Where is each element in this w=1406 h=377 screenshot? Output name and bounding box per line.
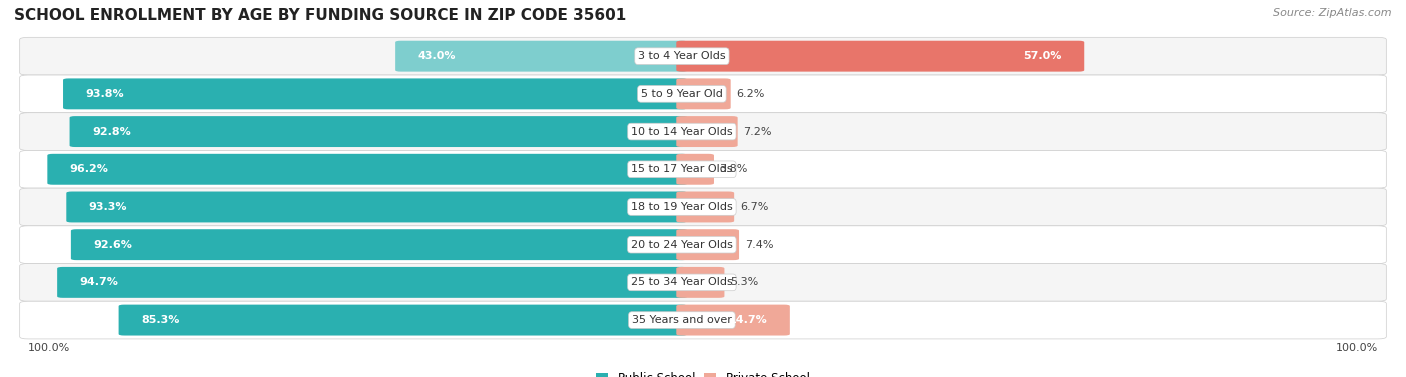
Text: 18 to 19 Year Olds: 18 to 19 Year Olds xyxy=(631,202,733,212)
Text: 57.0%: 57.0% xyxy=(1024,51,1062,61)
FancyBboxPatch shape xyxy=(69,116,688,147)
Text: 6.7%: 6.7% xyxy=(740,202,768,212)
FancyBboxPatch shape xyxy=(20,75,1386,113)
FancyBboxPatch shape xyxy=(20,150,1386,188)
Text: 92.8%: 92.8% xyxy=(91,127,131,136)
FancyBboxPatch shape xyxy=(676,116,738,147)
Text: 100.0%: 100.0% xyxy=(1336,343,1378,353)
Text: 43.0%: 43.0% xyxy=(418,51,456,61)
Text: 14.7%: 14.7% xyxy=(728,315,768,325)
Text: Source: ZipAtlas.com: Source: ZipAtlas.com xyxy=(1274,8,1392,18)
FancyBboxPatch shape xyxy=(20,37,1386,75)
Text: 92.6%: 92.6% xyxy=(93,240,132,250)
FancyBboxPatch shape xyxy=(20,226,1386,264)
Text: 5.3%: 5.3% xyxy=(730,277,758,287)
Text: 96.2%: 96.2% xyxy=(70,164,108,174)
Text: 93.8%: 93.8% xyxy=(86,89,124,99)
FancyBboxPatch shape xyxy=(20,264,1386,301)
Text: 25 to 34 Year Olds: 25 to 34 Year Olds xyxy=(631,277,733,287)
Text: 6.2%: 6.2% xyxy=(737,89,765,99)
FancyBboxPatch shape xyxy=(676,154,714,185)
Text: 7.2%: 7.2% xyxy=(744,127,772,136)
FancyBboxPatch shape xyxy=(676,305,790,336)
Text: 93.3%: 93.3% xyxy=(89,202,128,212)
FancyBboxPatch shape xyxy=(118,305,688,336)
Text: 5 to 9 Year Old: 5 to 9 Year Old xyxy=(641,89,723,99)
FancyBboxPatch shape xyxy=(676,267,724,298)
Text: 94.7%: 94.7% xyxy=(80,277,118,287)
FancyBboxPatch shape xyxy=(676,41,1084,72)
FancyBboxPatch shape xyxy=(676,192,734,222)
FancyBboxPatch shape xyxy=(48,154,688,185)
FancyBboxPatch shape xyxy=(66,192,688,222)
Text: 85.3%: 85.3% xyxy=(141,315,180,325)
Text: 15 to 17 Year Olds: 15 to 17 Year Olds xyxy=(631,164,733,174)
Text: 35 Years and over: 35 Years and over xyxy=(631,315,733,325)
Text: 100.0%: 100.0% xyxy=(28,343,70,353)
FancyBboxPatch shape xyxy=(58,267,688,298)
Text: 20 to 24 Year Olds: 20 to 24 Year Olds xyxy=(631,240,733,250)
FancyBboxPatch shape xyxy=(20,113,1386,150)
FancyBboxPatch shape xyxy=(676,78,731,109)
Legend: Public School, Private School: Public School, Private School xyxy=(592,368,814,377)
FancyBboxPatch shape xyxy=(20,188,1386,226)
FancyBboxPatch shape xyxy=(676,229,740,260)
Text: 3.8%: 3.8% xyxy=(720,164,748,174)
FancyBboxPatch shape xyxy=(70,229,688,260)
Text: 7.4%: 7.4% xyxy=(745,240,773,250)
Text: SCHOOL ENROLLMENT BY AGE BY FUNDING SOURCE IN ZIP CODE 35601: SCHOOL ENROLLMENT BY AGE BY FUNDING SOUR… xyxy=(14,8,626,23)
FancyBboxPatch shape xyxy=(20,301,1386,339)
Text: 3 to 4 Year Olds: 3 to 4 Year Olds xyxy=(638,51,725,61)
FancyBboxPatch shape xyxy=(395,41,688,72)
Text: 10 to 14 Year Olds: 10 to 14 Year Olds xyxy=(631,127,733,136)
FancyBboxPatch shape xyxy=(63,78,688,109)
